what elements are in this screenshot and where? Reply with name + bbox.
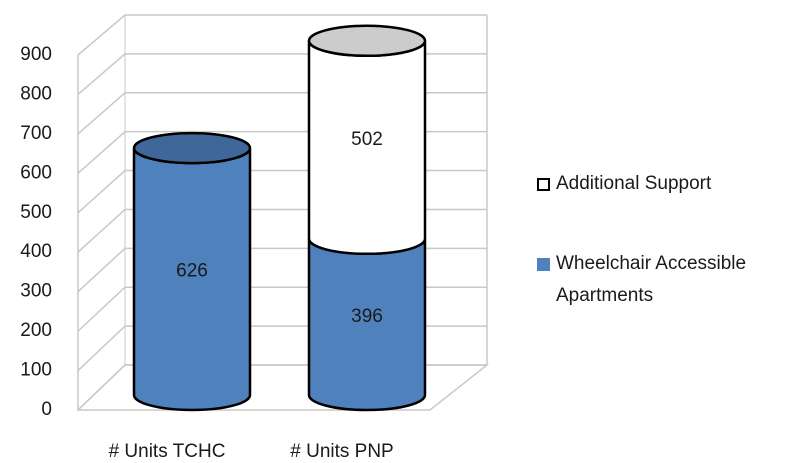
value-label: 502 — [351, 129, 383, 150]
legend-label: Additional Support — [556, 173, 712, 194]
y-tick-label: 900 — [20, 44, 52, 65]
x-tick-label: # Units TCHC — [109, 441, 226, 462]
y-tick-label: 700 — [20, 123, 52, 144]
y-tick-label: 500 — [20, 202, 52, 223]
legend-label: Wheelchair Accessible Apartments — [556, 253, 747, 306]
value-label: 626 — [176, 261, 208, 282]
legend-swatch — [537, 178, 550, 191]
y-tick-label: 200 — [20, 320, 52, 341]
legend-item: Wheelchair Accessible Apartments — [537, 248, 792, 312]
y-tick-label: 600 — [20, 162, 52, 183]
legend-item: Additional Support — [537, 168, 792, 200]
y-tick-label: 800 — [20, 83, 52, 104]
y-tick-label: 300 — [20, 281, 52, 302]
grid-line — [77, 14, 487, 56]
y-tick-label: 100 — [20, 360, 52, 381]
y-tick-label: 0 — [41, 399, 52, 420]
cylinder-top — [307, 24, 427, 58]
cylinder-top — [132, 131, 252, 165]
legend-swatch — [537, 258, 550, 271]
y-tick-label: 400 — [20, 241, 52, 262]
value-label: 396 — [351, 306, 383, 327]
x-tick-label: # Units PNP — [290, 441, 393, 462]
